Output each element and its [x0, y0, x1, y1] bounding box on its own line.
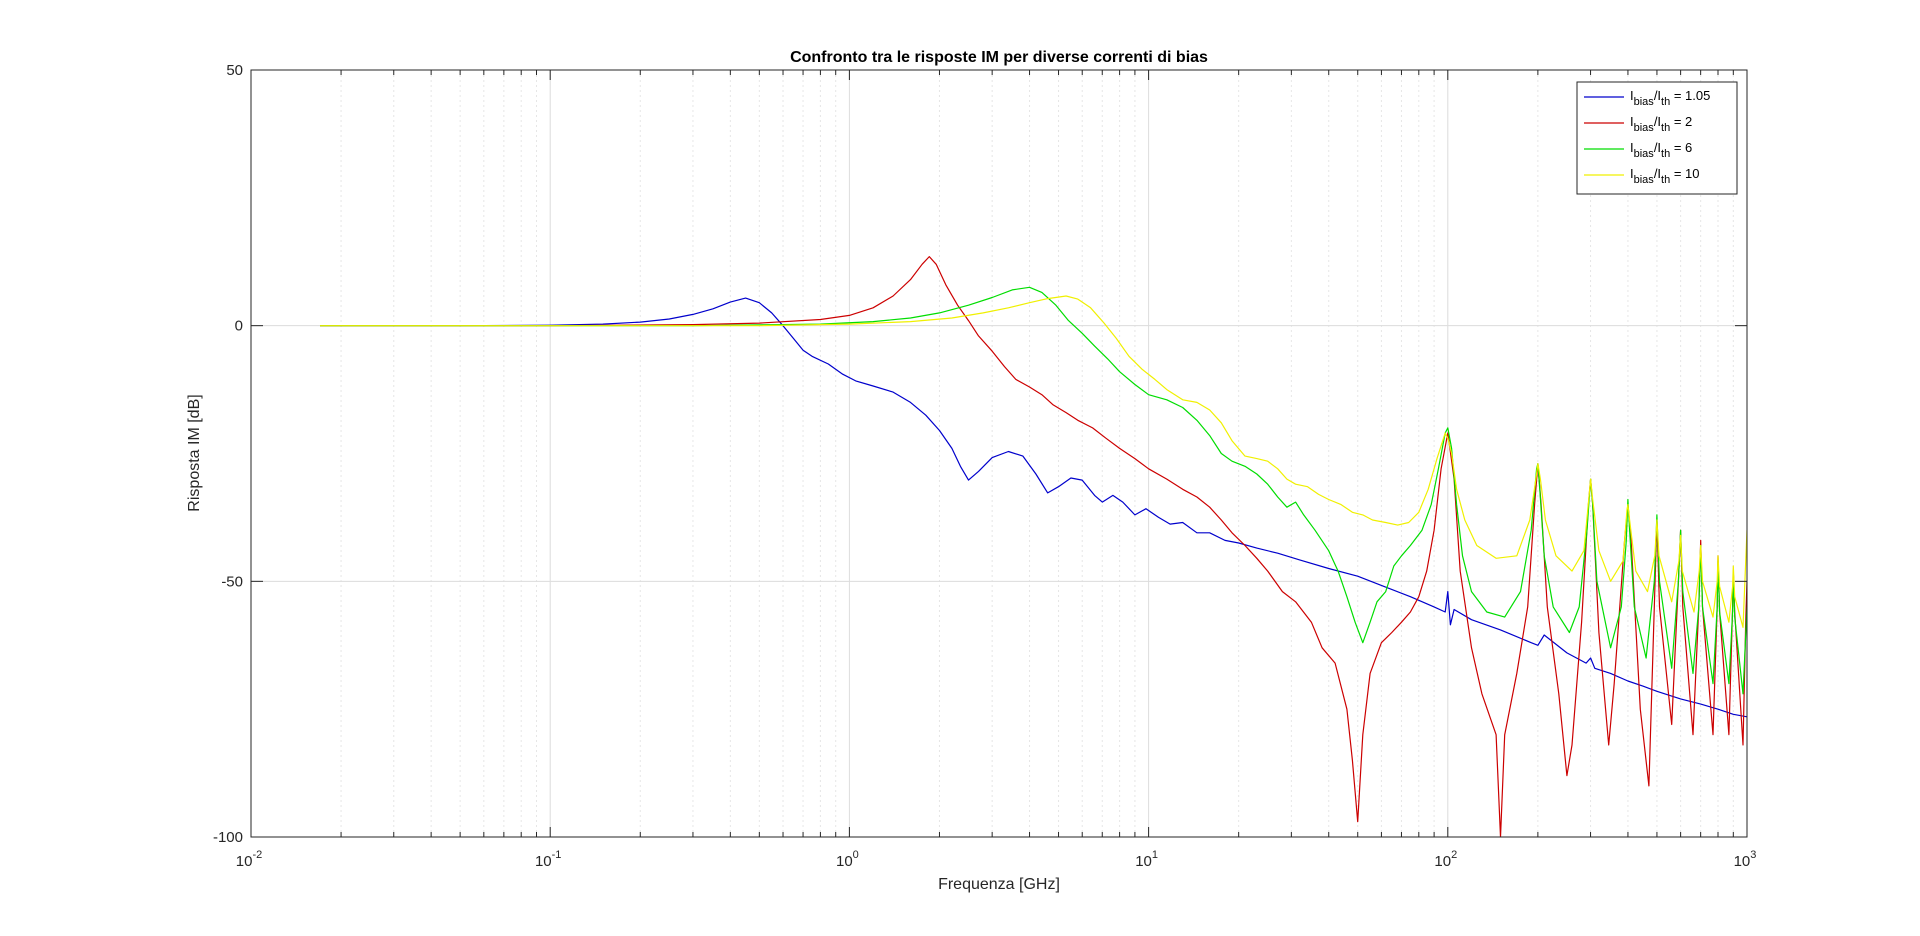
- x-tick-labels: 10-2 10-1 100 101 102 103: [236, 849, 1757, 870]
- series-line-4: [320, 295, 1747, 628]
- legend: Ibias/Ith = 1.05 Ibias/Ith = 2 Ibias/Ith =…: [1576, 81, 1738, 195]
- x-tick-label: 10-2: [236, 849, 262, 870]
- plot-border: [250, 69, 1748, 838]
- y-tick-label: -50: [221, 573, 243, 590]
- x-tick-label: 10-1: [535, 849, 561, 870]
- series-line-1: [320, 297, 1747, 718]
- y-axis-label: Risposta IM [dB]: [186, 394, 203, 511]
- legend-label-4: Ibias/Ith = 10: [1630, 166, 1700, 186]
- y-tick-labels: -100 -50 0 50: [213, 62, 243, 846]
- y-tick-label: -100: [213, 829, 243, 846]
- x-tick-label: 103: [1734, 849, 1757, 870]
- plot-area: [251, 70, 1747, 837]
- x-tick-label: 100: [836, 849, 859, 870]
- series-lines: [320, 256, 1747, 837]
- chart-title: Confronto tra le risposte IM per diverse…: [790, 49, 1208, 66]
- x-tick-label: 102: [1434, 849, 1457, 870]
- y-tick-label: 50: [226, 62, 243, 79]
- legend-label-1: Ibias/Ith = 1.05: [1630, 88, 1710, 108]
- series-line-3: [320, 286, 1747, 695]
- series-line-2: [320, 256, 1747, 837]
- x-tick-label: 101: [1135, 849, 1158, 870]
- legend-label-3: Ibias/Ith = 6: [1630, 140, 1692, 160]
- legend-label-2: Ibias/Ith = 2: [1630, 114, 1692, 134]
- y-tick-label: 0: [235, 318, 243, 335]
- axis-ticks: [250, 69, 1748, 838]
- x-axis-label: Frequenza [GHz]: [938, 876, 1060, 893]
